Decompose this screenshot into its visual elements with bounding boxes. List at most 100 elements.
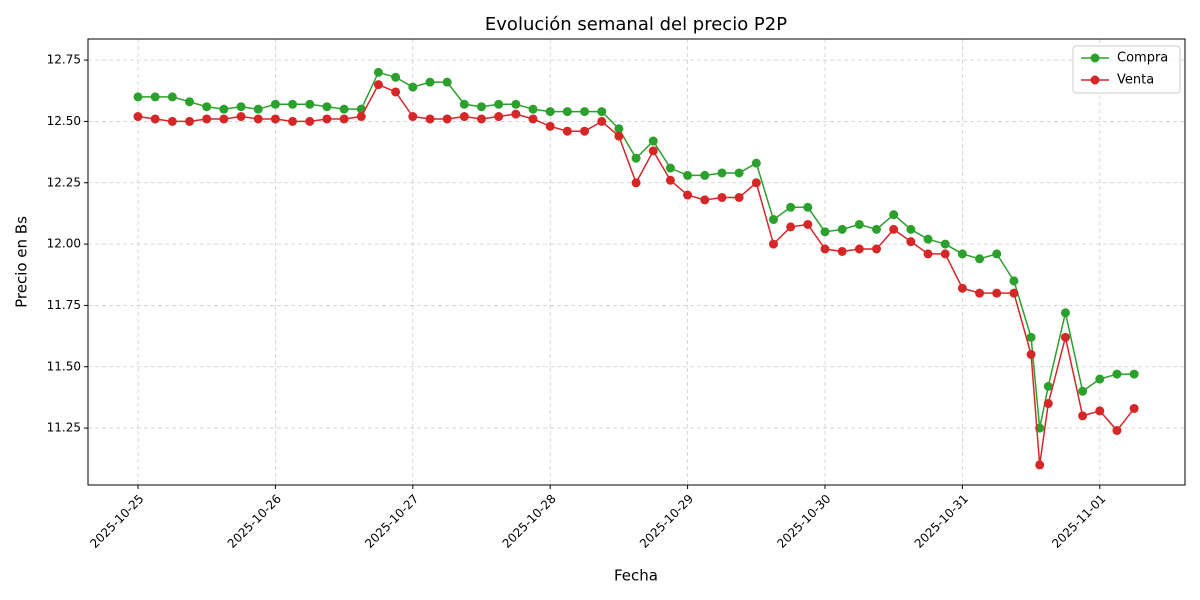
data-point bbox=[1043, 399, 1053, 409]
data-point bbox=[597, 107, 607, 117]
data-point bbox=[373, 67, 383, 77]
data-point bbox=[940, 249, 950, 259]
data-point bbox=[305, 116, 315, 126]
data-point bbox=[236, 102, 246, 112]
data-point bbox=[459, 99, 469, 109]
data-point bbox=[975, 288, 985, 298]
data-point bbox=[408, 112, 418, 122]
x-tick-label: 2025-10-28 bbox=[500, 492, 559, 551]
data-point bbox=[545, 107, 555, 117]
data-point bbox=[683, 170, 693, 180]
data-point bbox=[1026, 349, 1036, 359]
data-point bbox=[683, 190, 693, 200]
y-tick-label: 12.25 bbox=[47, 175, 81, 189]
data-point bbox=[253, 104, 263, 114]
data-point bbox=[717, 168, 727, 178]
data-point bbox=[511, 99, 521, 109]
data-point bbox=[872, 244, 882, 254]
data-point bbox=[1078, 386, 1088, 396]
data-point bbox=[820, 244, 830, 254]
data-point bbox=[786, 202, 796, 212]
data-point bbox=[373, 80, 383, 90]
data-point bbox=[648, 146, 658, 156]
x-tick-label: 2025-10-27 bbox=[362, 492, 421, 551]
x-axis-label: Fecha bbox=[614, 567, 658, 585]
data-point bbox=[1129, 403, 1139, 413]
data-point bbox=[219, 104, 229, 114]
data-point bbox=[1078, 411, 1088, 421]
series-line bbox=[137, 83, 1135, 465]
data-point bbox=[528, 114, 538, 124]
data-point bbox=[1060, 332, 1070, 342]
data-point bbox=[339, 104, 349, 114]
legend-label: Compra bbox=[1117, 51, 1168, 66]
chart-title: Evolución semanal del precio P2P bbox=[485, 14, 787, 35]
data-point bbox=[734, 192, 744, 202]
data-point bbox=[1060, 308, 1070, 318]
data-point bbox=[270, 99, 280, 109]
data-point bbox=[1009, 288, 1019, 298]
data-point bbox=[185, 116, 195, 126]
y-tick-label: 12.75 bbox=[47, 53, 81, 67]
data-point bbox=[322, 102, 332, 112]
data-point bbox=[1129, 369, 1139, 379]
data-point bbox=[494, 99, 504, 109]
data-point bbox=[442, 77, 452, 87]
data-point bbox=[408, 82, 418, 92]
data-point bbox=[889, 224, 899, 234]
data-point bbox=[803, 219, 813, 229]
data-point bbox=[889, 210, 899, 220]
data-point bbox=[305, 99, 315, 109]
data-point bbox=[751, 158, 761, 168]
data-point bbox=[133, 112, 143, 122]
data-point bbox=[562, 107, 572, 117]
y-tick-label: 12.00 bbox=[47, 237, 81, 251]
data-point bbox=[854, 219, 864, 229]
data-point bbox=[906, 224, 916, 234]
data-point bbox=[185, 97, 195, 107]
data-point bbox=[1035, 460, 1045, 470]
legend-label: Venta bbox=[1117, 73, 1154, 88]
data-point bbox=[1095, 374, 1105, 384]
data-point bbox=[425, 77, 435, 87]
x-tick-label: 2025-10-31 bbox=[912, 492, 971, 551]
data-point bbox=[614, 124, 624, 134]
data-point bbox=[768, 239, 778, 249]
data-point bbox=[253, 114, 263, 124]
plot-frame bbox=[87, 38, 1186, 486]
data-point bbox=[820, 227, 830, 237]
data-point bbox=[167, 116, 177, 126]
data-point bbox=[219, 114, 229, 124]
data-point bbox=[236, 112, 246, 122]
data-point bbox=[957, 249, 967, 259]
data-point bbox=[133, 92, 143, 102]
data-point bbox=[459, 112, 469, 122]
y-tick-label: 12.50 bbox=[47, 114, 81, 128]
data-point bbox=[1095, 406, 1105, 416]
data-point bbox=[167, 92, 177, 102]
data-point bbox=[425, 114, 435, 124]
data-point bbox=[665, 163, 675, 173]
data-point bbox=[1043, 381, 1053, 391]
data-point bbox=[1026, 332, 1036, 342]
x-tick-label: 2025-10-26 bbox=[225, 492, 284, 551]
data-point bbox=[476, 102, 486, 112]
x-tick-label: 2025-10-30 bbox=[774, 492, 833, 551]
data-point bbox=[270, 114, 280, 124]
data-point bbox=[202, 102, 212, 112]
data-point bbox=[356, 112, 366, 122]
data-point bbox=[992, 288, 1002, 298]
data-point bbox=[322, 114, 332, 124]
data-point bbox=[665, 175, 675, 185]
data-point bbox=[975, 254, 985, 264]
data-point bbox=[923, 234, 933, 244]
data-point bbox=[700, 170, 710, 180]
data-point bbox=[391, 72, 401, 82]
data-point bbox=[957, 283, 967, 293]
y-tick-label: 11.50 bbox=[47, 359, 81, 373]
data-point bbox=[580, 107, 590, 117]
data-point bbox=[700, 195, 710, 205]
data-point bbox=[580, 126, 590, 136]
data-point bbox=[803, 202, 813, 212]
